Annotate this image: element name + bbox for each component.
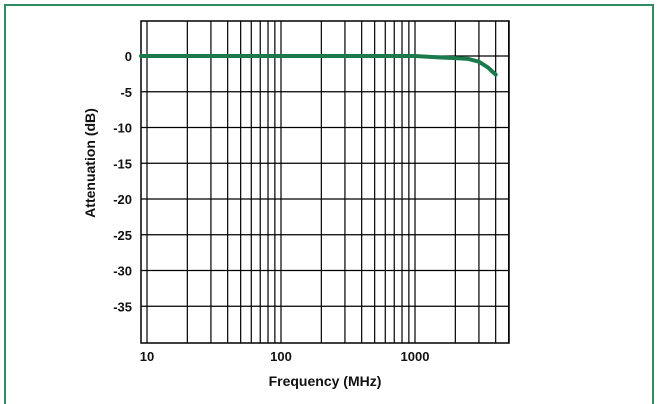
y-tick-label: -25 (113, 228, 132, 243)
y-tick-label: -10 (113, 121, 132, 136)
y-tick-label: 0 (125, 49, 132, 64)
x-tick-label: 100 (270, 349, 292, 364)
x-axis-label: Frequency (MHz) (269, 373, 382, 389)
y-axis-label: Attenuation (dB) (82, 108, 98, 218)
x-tick-label: 10 (140, 349, 154, 364)
y-tick-label: -20 (113, 192, 132, 207)
grid (140, 20, 510, 344)
attenuation-series-line (139, 54, 498, 77)
plot-border (140, 20, 510, 344)
x-tick-labels: 10 100 1000 (140, 349, 430, 364)
y-tick-label: -30 (113, 264, 132, 279)
x-tick-label: 1000 (401, 349, 430, 364)
y-tick-label: -35 (113, 299, 132, 314)
series-layer (139, 54, 498, 77)
y-tick-label: -15 (113, 156, 132, 171)
chart-frame (4, 4, 654, 404)
y-tick-label: -5 (120, 85, 132, 100)
y-tick-labels: 0 -5 -10 -15 -20 -25 -30 -35 (113, 49, 132, 314)
